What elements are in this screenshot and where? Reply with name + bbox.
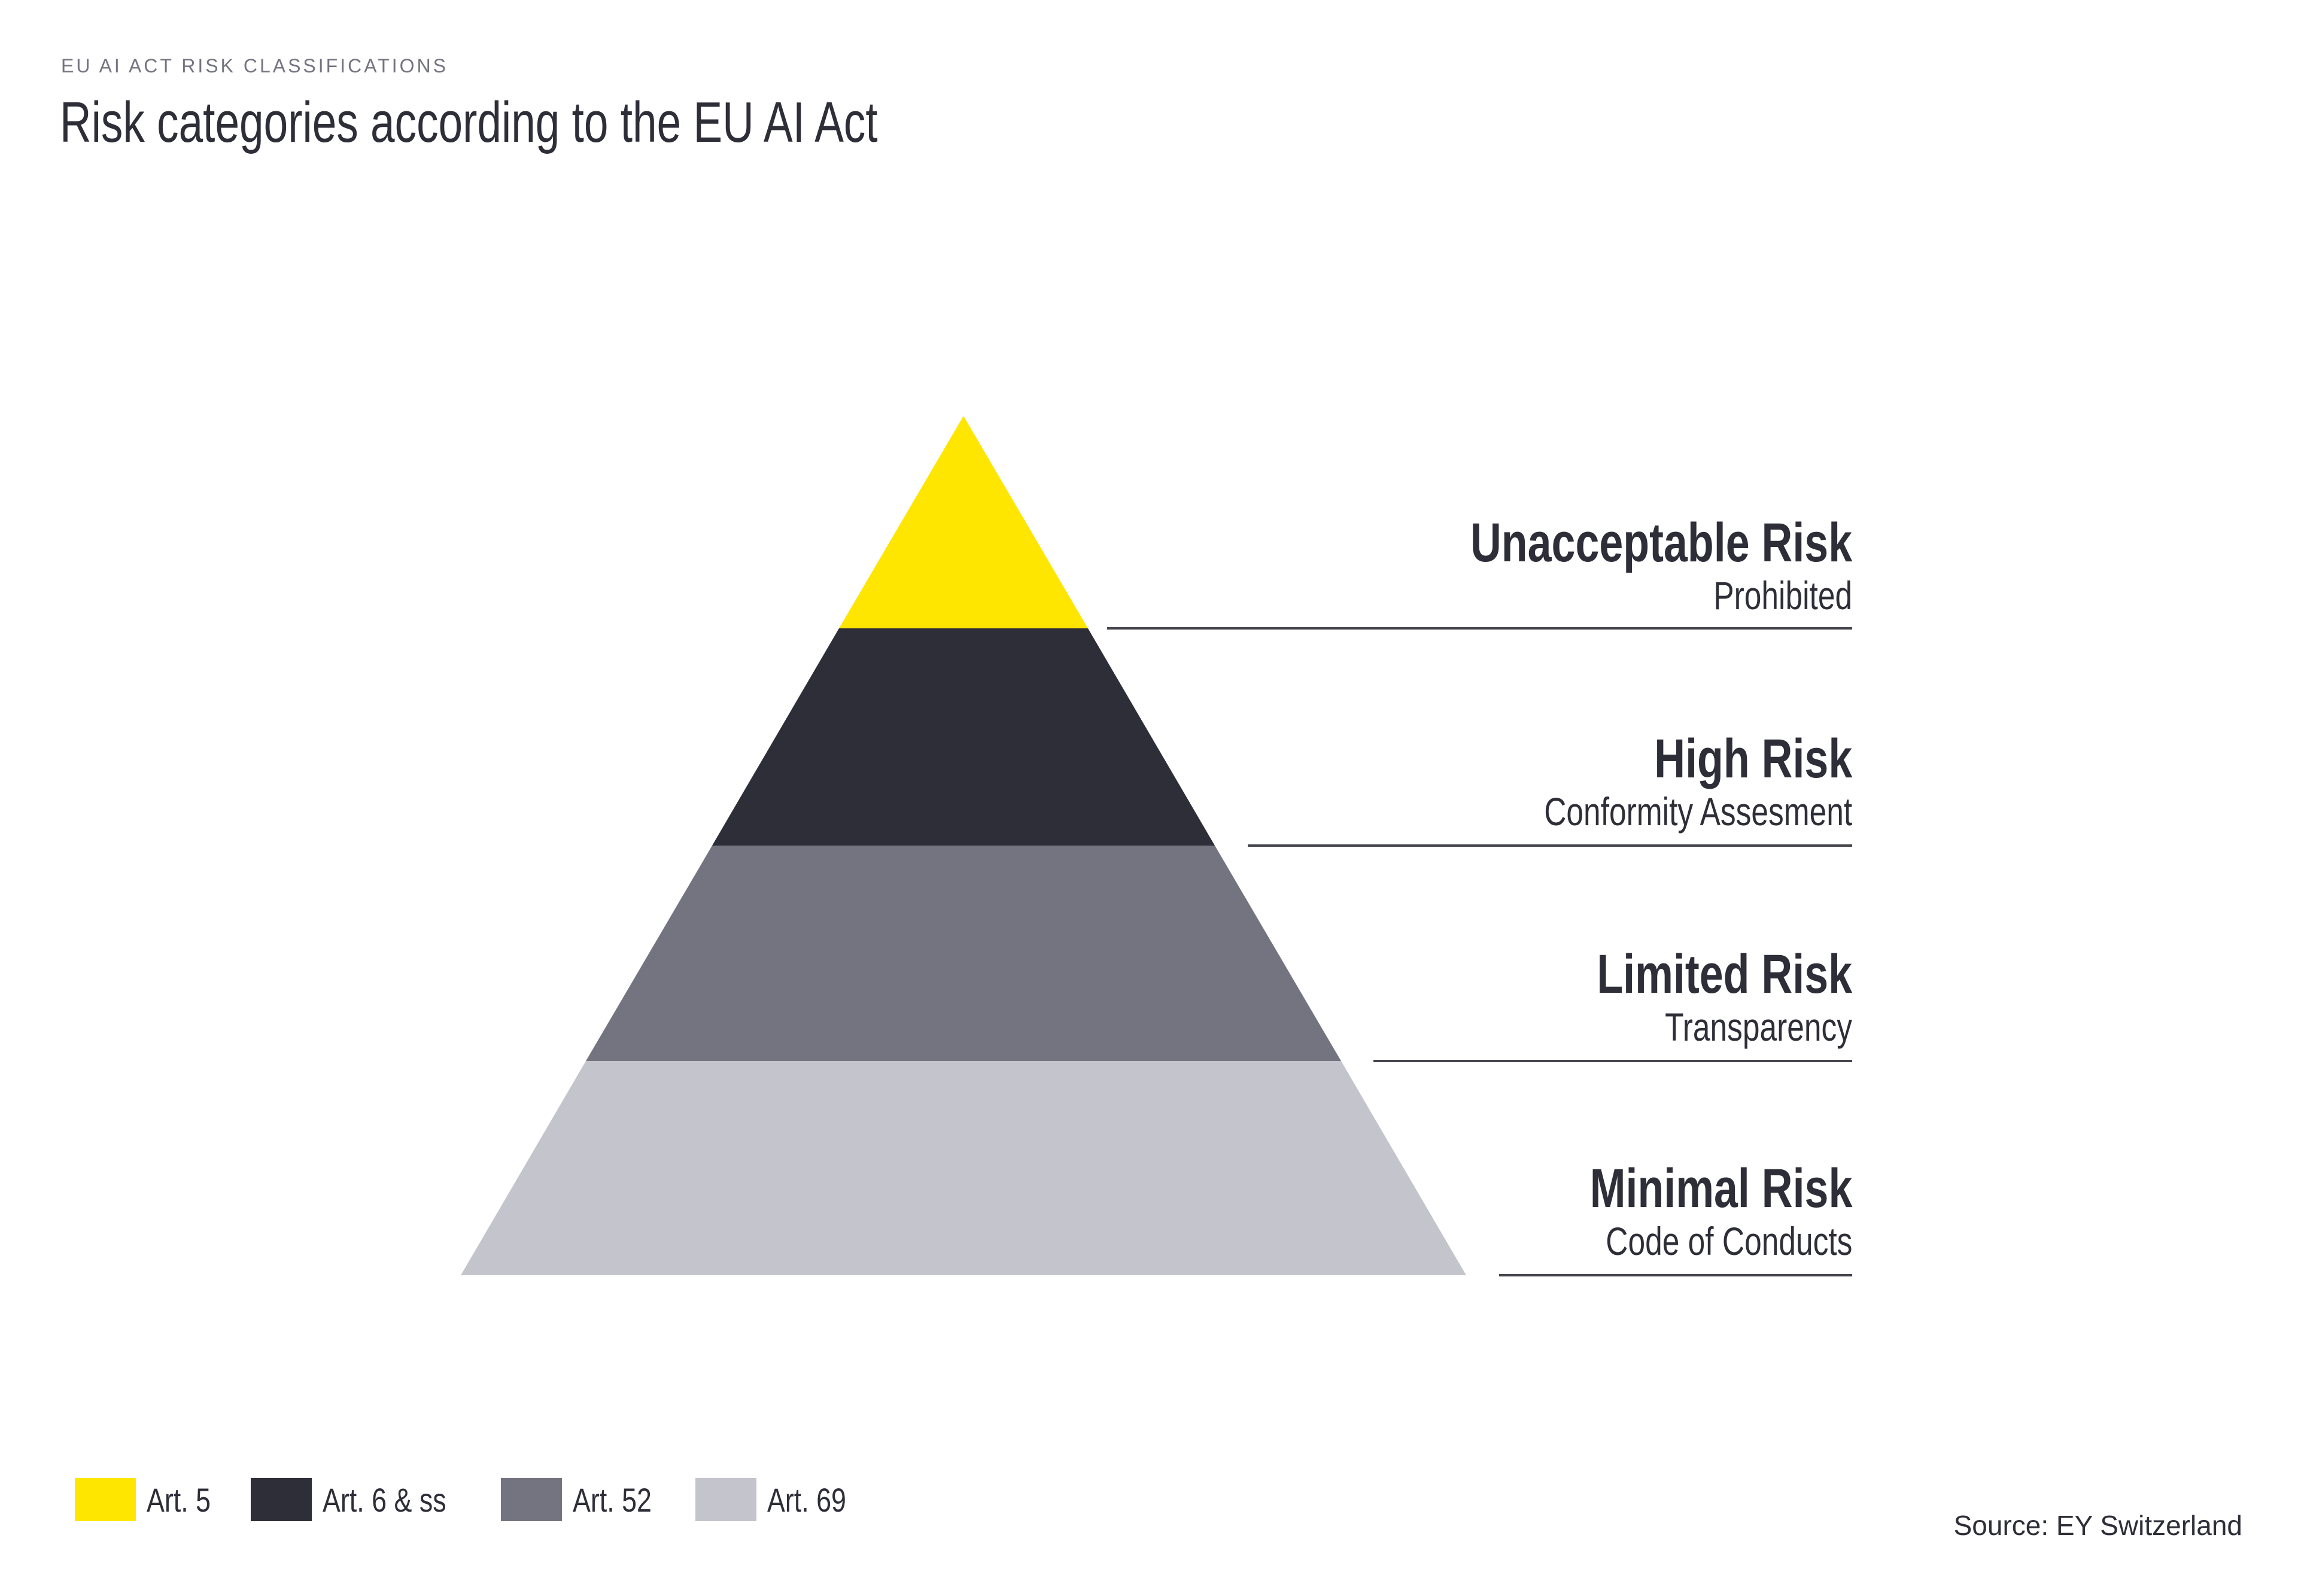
legend-swatch-art-69: [695, 1478, 757, 1521]
level-name: Minimal Risk: [1589, 1158, 1852, 1220]
level-label-minimal-risk: Minimal Risk Code of Conducts: [1589, 1159, 1852, 1264]
legend-label: Art. 52: [573, 1481, 652, 1519]
pyramid-level-unacceptable-risk-shape: [839, 416, 1088, 628]
risk-pyramid: [461, 416, 1466, 1275]
legend: Art. 5 Art. 6 & ss Art. 52 Art. 69: [75, 1478, 866, 1521]
pyramid-level-high-risk-shape: [712, 628, 1215, 846]
legend-item-art-69: Art. 69: [695, 1478, 866, 1521]
callout-rule-limited-risk: [1373, 1060, 1852, 1062]
legend-label: Art. 69: [767, 1481, 847, 1519]
callout-rule-unacceptable-risk: [1107, 627, 1852, 630]
pyramid-level-limited-risk-shape: [586, 846, 1341, 1061]
level-measure: Conformity Assesment: [1544, 789, 1852, 834]
level-label-limited-risk: Limited Risk Transparency: [1597, 944, 1852, 1050]
level-measure: Transparency: [1665, 1005, 1852, 1050]
level-name: Limited Risk: [1597, 944, 1852, 1005]
legend-item-art-52: Art. 52: [501, 1478, 671, 1521]
level-name: Unacceptable Risk: [1470, 512, 1852, 574]
legend-swatch-art-5: [75, 1478, 136, 1521]
legend-item-art-5: Art. 5: [75, 1478, 227, 1521]
pyramid-level-minimal-risk-shape: [461, 1061, 1466, 1275]
level-label-unacceptable-risk: Unacceptable Risk Prohibited: [1470, 513, 1852, 619]
callout-rule-high-risk: [1248, 844, 1852, 847]
legend-label: Art. 6 & ss: [322, 1481, 446, 1519]
legend-label: Art. 5: [147, 1481, 211, 1519]
level-name: High Risk: [1654, 728, 1852, 790]
level-measure: Prohibited: [1713, 573, 1852, 618]
source-credit: Source: EY Switzerland: [1953, 1510, 2242, 1541]
legend-swatch-art-52: [501, 1478, 563, 1521]
eyebrow-label: EU AI ACT RISK CLASSIFICATIONS: [61, 55, 448, 77]
level-label-high-risk: High Risk Conformity Assesment: [1544, 729, 1852, 835]
legend-item-art-6-ss: Art. 6 & ss: [250, 1478, 477, 1521]
callout-rule-minimal-risk: [1499, 1274, 1852, 1276]
page-title: Risk categories according to the EU AI A…: [60, 90, 878, 154]
legend-swatch-art-6-ss: [250, 1478, 312, 1521]
level-measure: Code of Conducts: [1605, 1219, 1852, 1264]
